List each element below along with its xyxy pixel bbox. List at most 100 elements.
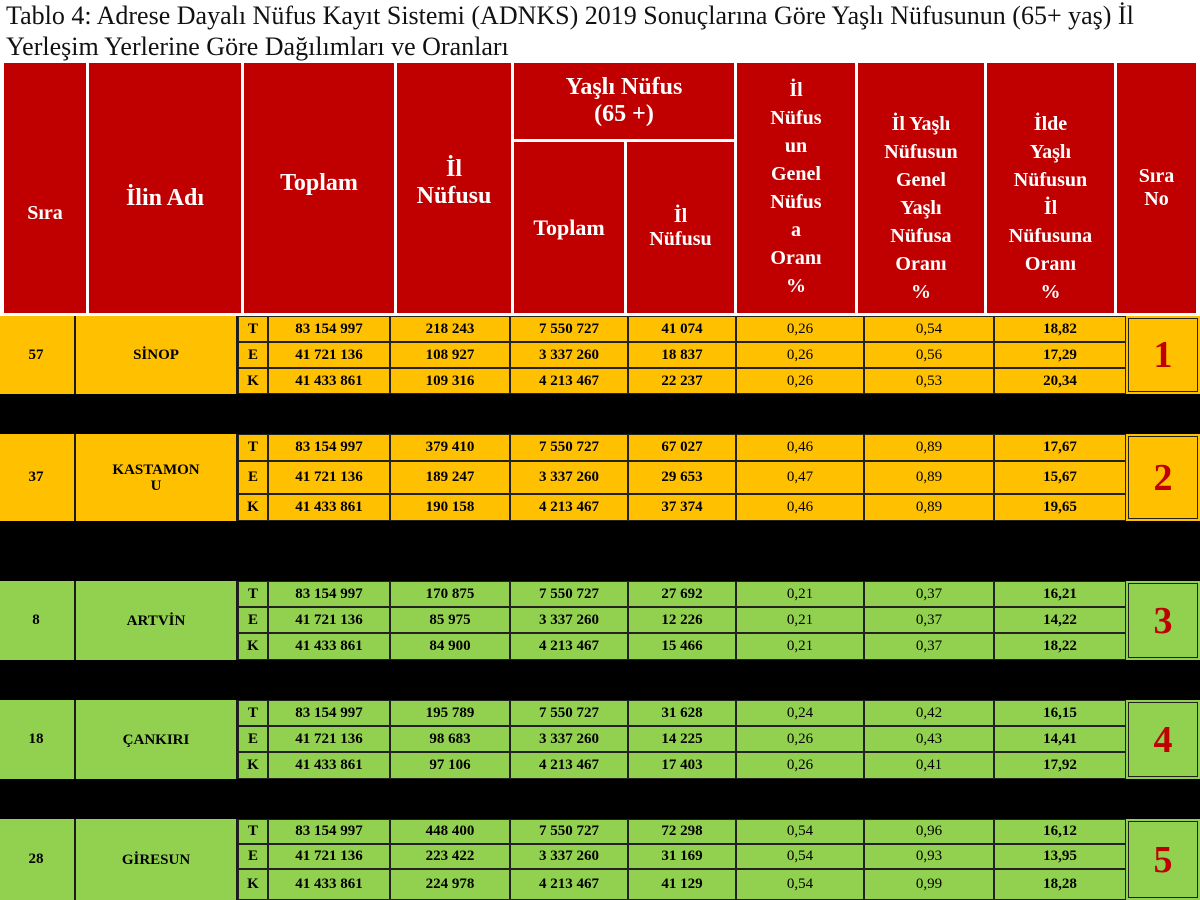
cell-o2: 0,99 — [864, 869, 994, 900]
cell-o2: 0,37 — [864, 633, 994, 660]
cell-il: 108 927 — [390, 342, 510, 368]
cell-o1: 0,26 — [736, 342, 864, 368]
cell-yt: 3 337 260 — [510, 726, 628, 752]
cell-o2: 0,42 — [864, 700, 994, 726]
cell-o1: 0,21 — [736, 581, 864, 607]
cell-toplam: 41 721 136 — [268, 844, 390, 869]
cell-t: E — [238, 726, 268, 752]
province-section: 37 KASTAMON U T 83 154 997 379 410 7 550 727 6… — [0, 434, 1200, 521]
cell-t: E — [238, 342, 268, 368]
header-yasli-nufus: Yaşlı Nüfus (65 +) — [514, 63, 734, 139]
cell-o1: 0,24 — [736, 700, 864, 726]
cell-toplam: 41 433 861 — [268, 752, 390, 779]
cell-yt: 3 337 260 — [510, 461, 628, 494]
cell-o3: 13,95 — [994, 844, 1126, 869]
cell-il: 190 158 — [390, 494, 510, 521]
cell-o1: 0,54 — [736, 869, 864, 900]
province-sira: 8 — [32, 612, 40, 628]
cell-yil: 31 628 — [628, 700, 736, 726]
cell-t: T — [238, 581, 268, 607]
cell-o2: 0,41 — [864, 752, 994, 779]
cell-o2: 0,53 — [864, 368, 994, 394]
cell-o1: 0,46 — [736, 434, 864, 461]
separator — [0, 521, 1200, 581]
cell-o1: 0,54 — [736, 844, 864, 869]
cell-o1: 0,26 — [736, 316, 864, 342]
cell-yil: 31 169 — [628, 844, 736, 869]
cell-o2: 0,89 — [864, 494, 994, 521]
cell-yt: 7 550 727 — [510, 819, 628, 844]
province-name: KASTAMON U — [74, 434, 238, 521]
cell-il: 379 410 — [390, 434, 510, 461]
cell-toplam: 41 721 136 — [268, 342, 390, 368]
cell-il: 170 875 — [390, 581, 510, 607]
header-sira-no: Sıra No — [1117, 63, 1196, 313]
cell-yil: 37 374 — [628, 494, 736, 521]
cell-o2: 0,56 — [864, 342, 994, 368]
header-yasli-il-nufusu: İl Nüfusu — [627, 142, 734, 313]
cell-o1: 0,21 — [736, 633, 864, 660]
cell-yt: 7 550 727 — [510, 581, 628, 607]
cell-toplam: 83 154 997 — [268, 700, 390, 726]
cell-il: 85 975 — [390, 607, 510, 633]
cell-yt: 4 213 467 — [510, 368, 628, 394]
rank-number: 3 — [1128, 583, 1198, 658]
cell-o3: 16,21 — [994, 581, 1126, 607]
province-name: SİNOP — [74, 316, 238, 394]
cell-yil: 72 298 — [628, 819, 736, 844]
header-yasli-toplam: Toplam — [514, 142, 624, 313]
cell-yil: 15 466 — [628, 633, 736, 660]
cell-toplam: 83 154 997 — [268, 434, 390, 461]
cell-o2: 0,93 — [864, 844, 994, 869]
province-section: 57 SİNOP T 83 154 997 218 243 7 550 727 41 074… — [0, 316, 1200, 394]
cell-il: 97 106 — [390, 752, 510, 779]
cell-o3: 18,22 — [994, 633, 1126, 660]
header-oran-yasli-genel: İl Yaşlı Nüfusun Genel Yaşlı Nüfusa Oran… — [858, 63, 984, 313]
cell-yt: 4 213 467 — [510, 752, 628, 779]
cell-o3: 17,67 — [994, 434, 1126, 461]
table-title: Tablo 4: Adrese Dayalı Nüfus Kayıt Siste… — [6, 1, 1134, 61]
cell-o3: 16,15 — [994, 700, 1126, 726]
cell-o1: 0,26 — [736, 368, 864, 394]
cell-o1: 0,26 — [736, 752, 864, 779]
header-sira: Sıra — [4, 63, 86, 313]
cell-yil: 14 225 — [628, 726, 736, 752]
cell-yt: 3 337 260 — [510, 342, 628, 368]
cell-o2: 0,43 — [864, 726, 994, 752]
cell-il: 224 978 — [390, 869, 510, 900]
cell-t: K — [238, 368, 268, 394]
cell-o2: 0,96 — [864, 819, 994, 844]
cell-t: K — [238, 494, 268, 521]
cell-yil: 41 129 — [628, 869, 736, 900]
province-name: ÇANKIRI — [74, 700, 238, 779]
cell-o3: 14,41 — [994, 726, 1126, 752]
cell-yt: 7 550 727 — [510, 434, 628, 461]
cell-toplam: 41 721 136 — [268, 726, 390, 752]
cell-il: 448 400 — [390, 819, 510, 844]
province-sira: 18 — [28, 731, 44, 747]
separator — [0, 779, 1200, 819]
cell-o3: 20,34 — [994, 368, 1126, 394]
cell-o3: 17,92 — [994, 752, 1126, 779]
cell-yt: 4 213 467 — [510, 633, 628, 660]
cell-t: K — [238, 633, 268, 660]
cell-yt: 3 337 260 — [510, 844, 628, 869]
cell-yt: 4 213 467 — [510, 494, 628, 521]
cell-il: 223 422 — [390, 844, 510, 869]
province-section: 8 ARTVİN T 83 154 997 170 875 7 550 727 27 692… — [0, 581, 1200, 660]
cell-il: 218 243 — [390, 316, 510, 342]
cell-toplam: 83 154 997 — [268, 316, 390, 342]
cell-o3: 19,65 — [994, 494, 1126, 521]
cell-toplam: 83 154 997 — [268, 819, 390, 844]
cell-t: E — [238, 461, 268, 494]
province-sira: 37 — [28, 469, 44, 485]
province-sira: 28 — [28, 851, 44, 867]
cell-t: T — [238, 434, 268, 461]
cell-o3: 18,82 — [994, 316, 1126, 342]
cell-o1: 0,46 — [736, 494, 864, 521]
cell-il: 189 247 — [390, 461, 510, 494]
cell-toplam: 41 433 861 — [268, 494, 390, 521]
cell-o3: 17,29 — [994, 342, 1126, 368]
cell-t: K — [238, 752, 268, 779]
province-name: ARTVİN — [74, 581, 238, 660]
